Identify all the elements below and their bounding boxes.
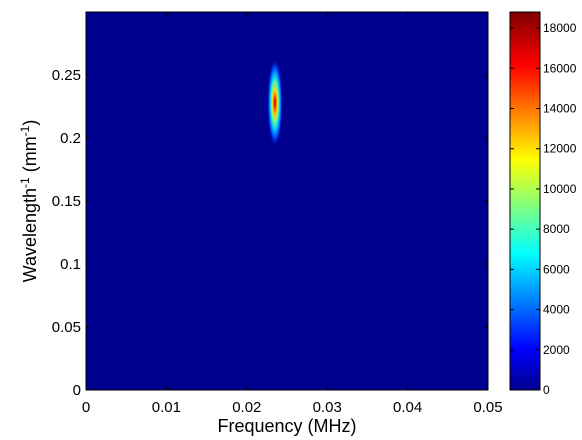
colorbar-tick-label: 4000	[543, 303, 570, 317]
y-axis-label-unit-superscript: -1	[18, 125, 32, 136]
y-axis-label-prefix: Wavelength	[20, 188, 40, 282]
x-tick-label: 0.04	[393, 399, 422, 416]
x-tick-label: 0.03	[313, 399, 342, 416]
colorbar-tick-label: 0	[543, 383, 550, 397]
colorbar-tick-label: 14000	[543, 102, 577, 116]
colorbar-ticks: 0 2000 4000 6000 8000 10000 12000 14000 16000 180…	[510, 21, 577, 397]
colorbar	[509, 11, 541, 391]
x-tick-label: 0.02	[232, 399, 261, 416]
y-tick-label: 0.2	[60, 130, 81, 147]
x-tick-label: 0.01	[152, 399, 181, 416]
y-axis-ticks: 0 0.05 0.1 0.15 0.2 0.25	[52, 67, 488, 399]
colorbar-tick-label: 2000	[543, 343, 570, 357]
heatmap-background	[86, 12, 488, 390]
y-axis-label-middle: (mm	[20, 136, 40, 177]
colorbar-tick-label: 8000	[543, 222, 570, 236]
x-axis-ticks: 0 0.01 0.02 0.03 0.04 0.05	[82, 12, 503, 416]
y-tick-label: 0.25	[52, 67, 81, 84]
colorbar-tick-label: 12000	[543, 142, 577, 156]
heatmap-peak	[267, 58, 283, 148]
colorbar-tick-label: 6000	[543, 262, 570, 276]
y-axis-label-superscript: -1	[18, 177, 32, 188]
y-tick-label: 0	[73, 382, 81, 399]
x-axis-label: Frequency (MHz)	[217, 416, 356, 436]
y-tick-label: 0.05	[52, 319, 81, 336]
colorbar-tick-label: 16000	[543, 61, 577, 75]
colorbar-tick-label: 18000	[543, 21, 577, 35]
y-axis-label: Wavelength-1 (mm-1)	[18, 120, 40, 283]
y-tick-label: 0.15	[52, 193, 81, 210]
colorbar-tick-label: 10000	[543, 182, 577, 196]
y-tick-label: 0.1	[60, 256, 81, 273]
x-tick-label: 0.05	[473, 399, 502, 416]
y-axis-label-suffix: )	[20, 120, 40, 126]
x-tick-label: 0	[82, 399, 90, 416]
